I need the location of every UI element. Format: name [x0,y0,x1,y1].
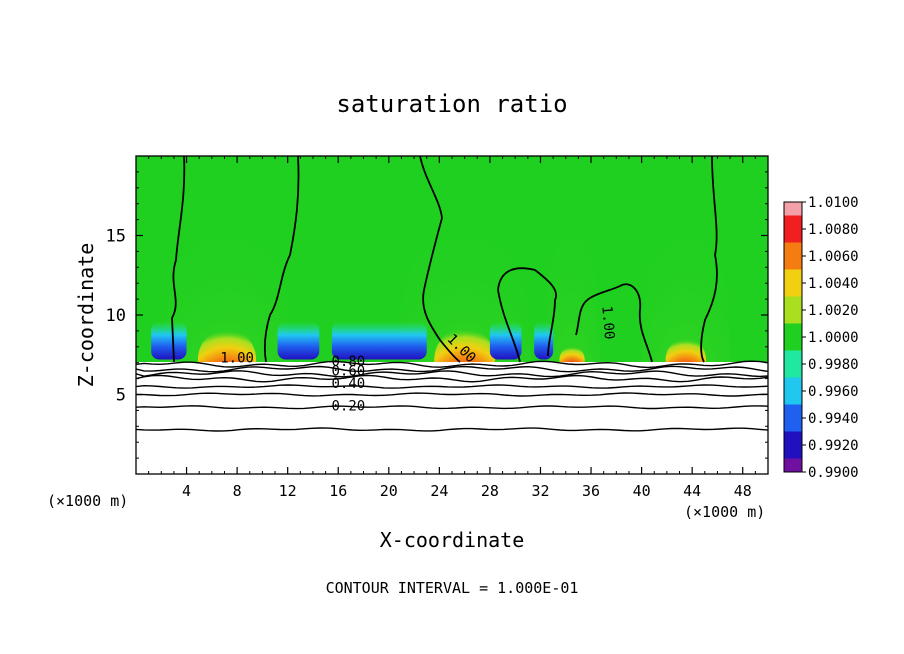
contour-line-5 [136,384,768,389]
contour-line-1 [136,360,768,369]
colorbar: 1.0100 1.0080 1.0060 1.0040 1.0020 1.0000 0.99… [783,195,859,481]
cloud-boundary-2 [263,156,300,363]
stable-layer [136,362,768,474]
cloud-boundary-3 [419,156,461,363]
colorbar-label: 1.0100 [808,195,859,211]
contour-label-4: 0.80 [331,354,365,370]
contour-label-7: 0.20 [331,398,365,414]
x-axis-label: X-coordinate [380,528,525,552]
colorbar-swatch [784,458,802,472]
y-tick-label-10: 10 [106,306,126,326]
cloud-boundary-1 [171,156,186,363]
cloud-boundary-4 [497,267,558,363]
x-tick-label-40: 40 [633,482,651,500]
contour-line-4 [136,374,768,383]
x-tick-label-8: 8 [233,482,242,500]
x-tick-label-28: 28 [481,482,499,500]
contour-line-2 [136,365,768,373]
colorbar-swatch [784,202,802,216]
colorbar-swatch [784,269,802,283]
contour-label-3: 1.00 [598,305,617,340]
y-tick-label-15: 15 [106,227,126,247]
cold-band-1 [151,321,187,360]
colorbar-label: 0.9980 [808,357,859,373]
contour-label-5: 0.60 [331,363,365,379]
x-unit-right: (×1000 m) [684,503,765,521]
colorbar-swatch [784,431,802,445]
cold-band-3 [331,321,427,360]
x-tick-label-48: 48 [734,482,752,500]
x-tick-label-36: 36 [582,482,600,500]
contour-line-7 [136,405,768,410]
contour-label-6: 0.40 [331,376,365,392]
colorbar-label: 0.9940 [808,411,859,427]
colorbar-label: 1.0000 [808,330,859,346]
y-axis-label: Z-coordinate [74,243,98,388]
colorbar-swatch [784,350,802,364]
contour-line-6 [136,392,768,397]
colorbar-swatch [784,310,802,324]
colorbar-label: 1.0060 [808,249,859,265]
y-tick-label-5: 5 [116,386,126,406]
x-tick-label-32: 32 [531,482,549,500]
colorbar-swatch [784,229,802,243]
colorbar-label: 0.9960 [808,384,859,400]
colorbar-swatch [784,256,802,270]
x-tick-label-20: 20 [380,482,398,500]
colorbar-swatch [784,418,802,432]
contour-label-1: 1.00 [220,351,254,367]
colorbar-swatch [784,404,802,418]
colorbar-label: 0.9920 [808,438,859,454]
colorbar-swatch [784,337,802,351]
colorbar-swatch [784,364,802,378]
colorbar-swatch [784,296,802,310]
contour-line-3 [136,370,768,378]
cold-band-2 [277,321,320,360]
colorbar-label: 0.9900 [808,465,859,481]
x-unit-left: (×1000 m) [47,492,128,510]
contour-line-8 [136,427,768,432]
contour-interval-note: CONTOUR INTERVAL = 1.000E-01 [326,579,579,597]
x-tick-label-24: 24 [430,482,448,500]
cloud-boundary-5 [700,156,718,363]
colorbar-swatch [784,283,802,297]
colorbar-swatch [784,242,802,256]
x-tick-label-12: 12 [279,482,297,500]
colorbar-label: 1.0040 [808,276,859,292]
colorbar-label: 1.0020 [808,303,859,319]
colorbar-swatch [784,377,802,391]
plot-area: 1.00 1.001.000.800.600.400.20 [136,156,768,474]
colorbar-swatch [784,215,802,229]
chart-title: saturation ratio [336,90,567,118]
cold-band-4 [489,321,522,360]
colorbar-swatch [784,323,802,337]
x-tick-label-4: 4 [182,482,191,500]
cloud-boundary-6 [575,283,653,363]
colorbar-swatch [784,445,802,459]
x-tick-label-44: 44 [683,482,701,500]
x-tick-label-16: 16 [329,482,347,500]
colorbar-swatch [784,391,802,405]
colorbar-label: 1.0080 [808,222,859,238]
